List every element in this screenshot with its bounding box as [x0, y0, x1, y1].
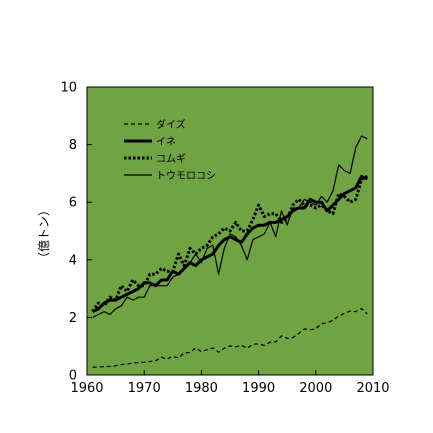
- series-line-4: [92, 135, 368, 318]
- x-tick-label: 1980: [185, 381, 218, 396]
- x-tick-label: 1990: [242, 381, 275, 396]
- y-tick-label: 8: [69, 138, 77, 153]
- y-tick-label: 10: [60, 81, 77, 96]
- legend-label-4: トウモロコシ: [156, 170, 216, 182]
- y-tick-label: 6: [69, 196, 77, 211]
- y-tick-label: 2: [69, 311, 77, 326]
- y-tick-label: 4: [69, 253, 77, 268]
- series-line-1: [92, 307, 368, 368]
- x-tick-label: 1960: [70, 381, 103, 396]
- x-tick-label: 1970: [128, 381, 161, 396]
- y-tick-label: 0: [69, 369, 77, 384]
- x-tick-label: 2010: [356, 381, 389, 396]
- series-layer: [91, 135, 368, 368]
- legend-label-2: イネ: [156, 136, 176, 148]
- legend-label-3: コムギ: [156, 153, 186, 165]
- y-axis-label: （億トン）: [37, 204, 51, 264]
- axes: 1960 1970 1980 1990 2000 2010 0 2 4 6 8 10: [60, 81, 389, 397]
- x-tick-label: 2000: [299, 381, 332, 396]
- legend-label-1: ダイズ: [156, 118, 186, 131]
- series-line-3: [91, 174, 368, 313]
- series-line-2: [92, 174, 368, 313]
